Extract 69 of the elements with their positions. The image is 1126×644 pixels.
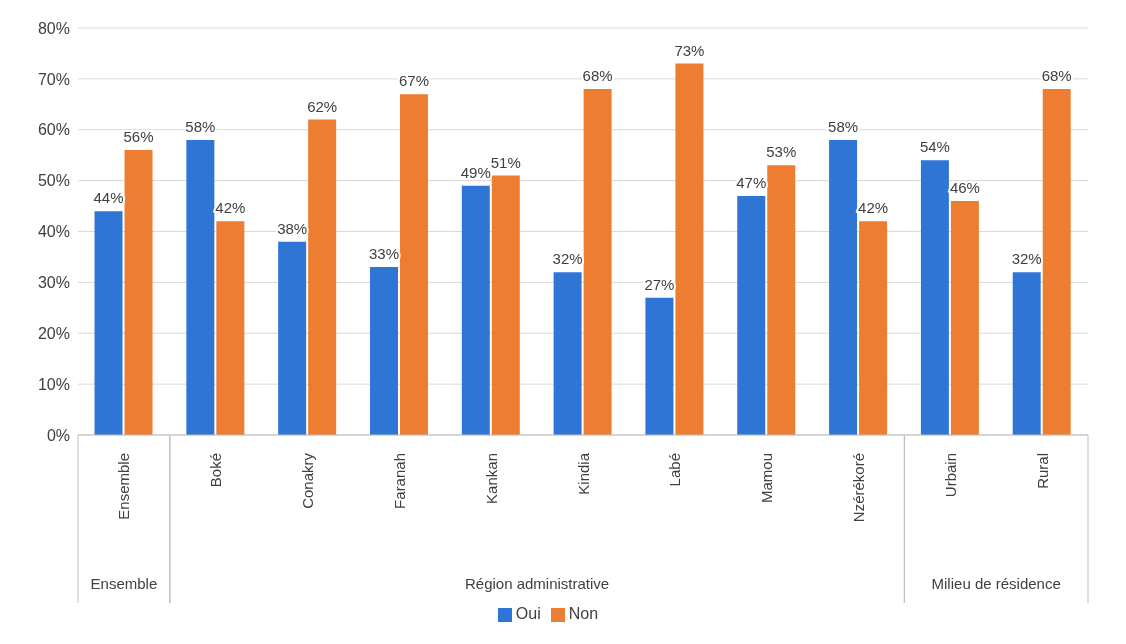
x-tick-label: Urbain bbox=[941, 453, 959, 498]
bar bbox=[308, 119, 337, 435]
bar bbox=[491, 175, 520, 435]
bar bbox=[124, 150, 153, 435]
x-tick-label: Mamou bbox=[758, 453, 776, 504]
data-label: 27% bbox=[644, 275, 675, 293]
data-label: 32% bbox=[1011, 250, 1042, 268]
data-label: 58% bbox=[828, 117, 859, 135]
y-tick-label: 80% bbox=[37, 19, 70, 37]
x-tick-label: Nzérékoré bbox=[849, 453, 867, 523]
bar bbox=[94, 211, 123, 435]
data-label: 68% bbox=[582, 67, 613, 85]
bar bbox=[216, 221, 245, 435]
bar bbox=[461, 185, 490, 435]
x-tick-label: Boké bbox=[207, 453, 225, 488]
bar bbox=[1012, 272, 1041, 435]
bar bbox=[186, 139, 215, 435]
x-tick-label: Kankan bbox=[482, 453, 500, 504]
data-label: 38% bbox=[277, 219, 308, 237]
bar bbox=[1042, 89, 1071, 435]
bar bbox=[767, 165, 796, 435]
data-label: 54% bbox=[919, 138, 950, 156]
bar bbox=[829, 139, 858, 435]
data-label: 56% bbox=[123, 128, 154, 146]
data-label: 58% bbox=[185, 117, 216, 135]
data-label: 49% bbox=[460, 163, 491, 181]
data-label: 46% bbox=[949, 178, 980, 196]
data-label: 32% bbox=[552, 250, 583, 268]
y-tick-label: 60% bbox=[37, 121, 70, 139]
bar bbox=[859, 221, 888, 435]
data-label: 73% bbox=[674, 41, 705, 59]
data-label: 53% bbox=[766, 143, 797, 161]
data-label: 44% bbox=[93, 189, 124, 207]
y-tick-label: 70% bbox=[37, 70, 70, 88]
y-tick-label: 40% bbox=[37, 223, 70, 241]
x-tick-label: Labé bbox=[666, 453, 684, 487]
x-tick-label: Conakry bbox=[299, 452, 317, 509]
bar bbox=[737, 195, 766, 435]
data-label: 47% bbox=[736, 173, 767, 191]
data-label: 67% bbox=[398, 72, 429, 90]
bar bbox=[583, 89, 612, 435]
bar bbox=[369, 267, 398, 435]
bar bbox=[675, 63, 704, 435]
x-tick-label: Rural bbox=[1033, 453, 1051, 489]
y-tick-label: 50% bbox=[37, 172, 70, 190]
x-tick-label: Ensemble bbox=[115, 453, 133, 520]
bar bbox=[399, 94, 428, 435]
text: Ensemble bbox=[90, 575, 158, 592]
data-label: 33% bbox=[368, 245, 399, 263]
y-tick-label: 0% bbox=[46, 426, 70, 444]
data-label: 51% bbox=[490, 153, 521, 171]
bar bbox=[645, 297, 674, 435]
x-tick-label: Kindia bbox=[574, 452, 592, 495]
y-tick-label: 10% bbox=[37, 375, 70, 393]
data-label: 42% bbox=[215, 199, 246, 217]
y-tick-label: 20% bbox=[37, 324, 70, 342]
bar bbox=[950, 200, 979, 435]
bar bbox=[278, 241, 307, 435]
bar bbox=[920, 160, 949, 435]
legend-label: Oui bbox=[515, 605, 541, 622]
text: Région administrative bbox=[464, 575, 610, 592]
legend-label: Non bbox=[568, 605, 599, 622]
y-tick-label: 30% bbox=[37, 274, 70, 292]
data-label: 68% bbox=[1041, 67, 1072, 85]
data-label: 42% bbox=[858, 199, 889, 217]
data-label: 62% bbox=[307, 97, 338, 115]
text: Milieu de résidence bbox=[931, 575, 1061, 592]
bar bbox=[553, 272, 582, 435]
x-tick-label: Faranah bbox=[390, 453, 408, 509]
